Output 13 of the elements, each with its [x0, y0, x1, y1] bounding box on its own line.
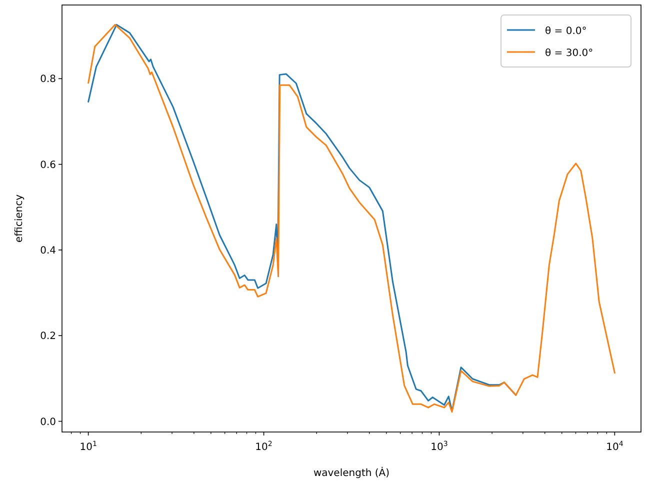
x-tick-label: 10$^{1}$: [80, 440, 97, 453]
y-tick-label: 0.2: [40, 331, 56, 342]
x-tick-label: 10$^{2}$: [255, 440, 272, 453]
x-tick-label: 10$^{3}$: [430, 440, 448, 453]
legend-label: θ = 30.0°: [545, 48, 594, 59]
legend-label: θ = 0.0°: [545, 26, 587, 37]
y-tick-label: 0.6: [40, 160, 56, 171]
x-axis-title: wavelength (Ȧ): [313, 466, 390, 479]
y-axis-title: efficiency: [14, 194, 25, 243]
y-tick-label: 0.8: [40, 74, 56, 86]
x-tick-label: 10$^{4}$: [606, 440, 624, 453]
y-tick-label: 0.4: [40, 245, 56, 256]
y-tick-label: 0.0: [40, 416, 56, 428]
